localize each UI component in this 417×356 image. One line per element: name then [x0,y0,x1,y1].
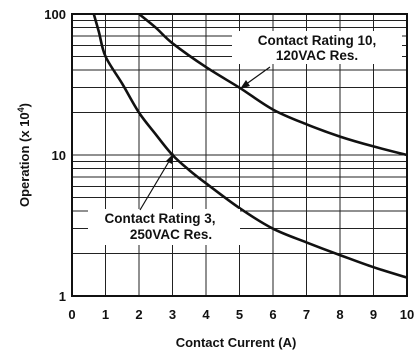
annotation-rating3-line1: Contact Rating 3, [104,211,215,226]
y-axis-title-close: ) [17,103,32,107]
y-axis-title-main: Operation (x 10 [17,112,32,207]
x-tick-label: 1 [102,307,109,322]
annotation-rating10-arrow [240,80,250,89]
annotation-rating10-line1: Contact Rating 10, [258,33,377,48]
x-tick-label: 4 [202,307,210,322]
series-curves [92,12,408,279]
x-tick-label: 7 [303,307,310,322]
x-tick-label: 5 [236,307,243,322]
y-axis-title-exponent: 4 [16,107,26,112]
annotation-rating10-box [232,31,402,64]
series-line-rating3 [92,13,408,279]
y-tick-label: 1 [59,289,66,304]
y-tick-labels: 1 10 100 [44,7,66,304]
x-tick-label: 0 [68,307,75,322]
x-tick-label: 3 [169,307,176,322]
x-tick-label: 2 [135,307,142,322]
annotation-rating3: Contact Rating 3, 250VAC Res. [88,153,240,245]
x-axis-title: Contact Current (A) [176,335,297,350]
annotation-rating3-line2: 250VAC Res. [130,227,212,242]
x-tick-label: 6 [269,307,276,322]
x-tick-labels: 0 1 2 3 4 5 6 7 8 9 10 [68,307,414,322]
y-axis-title: Operation (x 104) [16,103,32,207]
annotation-rating3-arrow [166,153,174,164]
annotation-rating10-line2: 120VAC Res. [276,48,358,63]
x-tick-label: 10 [400,307,414,322]
annotation-rating3-leader [139,157,172,211]
x-tick-label: 9 [370,307,377,322]
y-tick-label: 10 [52,148,66,163]
y-tick-label: 100 [44,7,66,22]
series-line-rating10 [138,12,408,157]
x-tick-label: 8 [336,307,343,322]
annotation-rating3-box [88,209,240,245]
annotation-rating10: Contact Rating 10, 120VAC Res. [232,31,402,89]
annotation-rating10-leader [244,66,271,86]
